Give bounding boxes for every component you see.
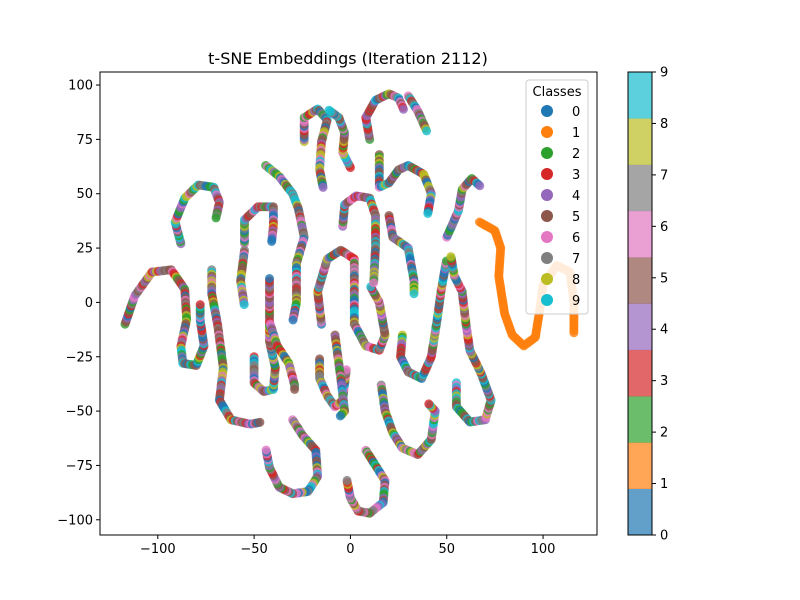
legend-marker: [541, 126, 553, 138]
legend-marker: [541, 147, 553, 159]
scatter-point: [288, 315, 298, 325]
colorbar-tick-label: 7: [660, 168, 668, 183]
scatter-point: [318, 182, 328, 192]
legend-label: 8: [572, 273, 580, 288]
legend-marker: [541, 231, 553, 243]
chart-title: t-SNE Embeddings (Iteration 2112): [208, 49, 488, 68]
colorbar-segment: [628, 164, 652, 212]
scatter-point: [475, 181, 485, 191]
colorbar-frame: [627, 71, 653, 536]
x-tick-label: 100: [531, 542, 556, 557]
legend-label: 0: [572, 105, 580, 120]
colorbar: 0 1 2 3 4 5 6 7 8 9: [627, 66, 668, 544]
scatter-point: [255, 417, 265, 427]
legend: Classes 0 1 2 3 4 5 6 7 8 9: [525, 79, 589, 315]
colorbar-segment: [628, 396, 652, 443]
y-tick-label: 50: [76, 187, 93, 202]
colorbar-segment: [628, 257, 652, 304]
legend-marker: [541, 294, 553, 306]
colorbar-tick-label: 2: [660, 426, 668, 441]
x-tick-label: 0: [346, 542, 354, 557]
axes-frame: [99, 71, 598, 536]
colorbar-tick-label: 0: [660, 529, 668, 544]
legend-marker: [541, 210, 553, 222]
colorbar-segment: [628, 488, 652, 536]
y-tick-label: −50: [66, 405, 93, 420]
scatter-point: [265, 274, 274, 283]
colorbar-segment: [628, 118, 652, 165]
y-tick-label: −75: [66, 459, 93, 474]
scatter-point: [239, 300, 249, 310]
scatter-point: [195, 300, 205, 310]
scatter-point: [399, 104, 408, 114]
legend-title: Classes: [533, 85, 582, 100]
colorbar-tick-label: 5: [660, 271, 668, 286]
legend-label: 2: [572, 147, 580, 162]
scatter-point: [569, 328, 579, 338]
legend-label: 1: [572, 126, 580, 141]
scatter-point: [423, 209, 433, 218]
colorbar-segment: [628, 303, 652, 351]
colorbar-ticks: 0 1 2 3 4 5 6 7 8 9: [652, 66, 668, 544]
colorbar-segment: [628, 210, 652, 258]
y-tick-label: −25: [66, 350, 93, 365]
scatter-point: [409, 289, 419, 299]
points-layer: [120, 89, 579, 518]
scatter-point: [369, 278, 379, 288]
y-tick-label: 25: [76, 242, 93, 257]
legend-label: 3: [572, 168, 580, 183]
y-axis: −100 −75 −50 −25 0 25 50 75 100: [57, 79, 100, 528]
scatter-point: [335, 411, 345, 421]
legend-label: 4: [572, 189, 580, 204]
legend-marker: [541, 168, 553, 180]
legend-marker: [541, 273, 553, 285]
y-tick-label: 75: [76, 133, 93, 148]
legend-label: 6: [572, 231, 580, 246]
colorbar-segment: [628, 349, 652, 397]
legend-label: 9: [572, 294, 580, 309]
colorbar-segment: [628, 72, 652, 119]
legend-entries: 0 1 2 3 4 5 6 7 8 9: [541, 105, 580, 309]
legend-marker: [541, 252, 553, 264]
x-axis: −100 −50 0 50 100: [140, 535, 556, 557]
x-tick-label: 50: [438, 542, 455, 557]
scatter-point: [267, 237, 277, 246]
y-tick-label: 100: [68, 79, 93, 94]
scatter-point: [211, 213, 221, 223]
scatter-point: [424, 399, 434, 409]
scatter-point: [324, 105, 334, 115]
colorbar-tick-label: 9: [660, 66, 668, 81]
colorbar-tick-label: 1: [660, 477, 668, 492]
legend-marker: [541, 189, 553, 201]
legend-label: 5: [572, 210, 580, 225]
legend-marker: [541, 105, 553, 117]
y-tick-label: −100: [57, 513, 93, 528]
y-tick-label: 0: [85, 296, 93, 311]
colorbar-tick-label: 6: [660, 220, 668, 235]
legend-box: [525, 79, 589, 315]
x-tick-label: −100: [140, 542, 176, 557]
legend-label: 7: [572, 252, 580, 267]
axes-background: [100, 72, 597, 535]
x-tick-label: −50: [240, 542, 267, 557]
colorbar-segment: [628, 442, 652, 489]
scatter-point: [422, 126, 432, 136]
scatter-point: [290, 384, 300, 394]
scatter-point: [261, 445, 271, 455]
colorbar-tick-label: 8: [660, 117, 668, 132]
scatter-point: [446, 252, 456, 262]
colorbar-tick-label: 3: [660, 374, 668, 389]
colorbar-segments: [628, 72, 652, 536]
colorbar-tick-label: 4: [660, 323, 668, 338]
scatter-point: [342, 475, 352, 485]
